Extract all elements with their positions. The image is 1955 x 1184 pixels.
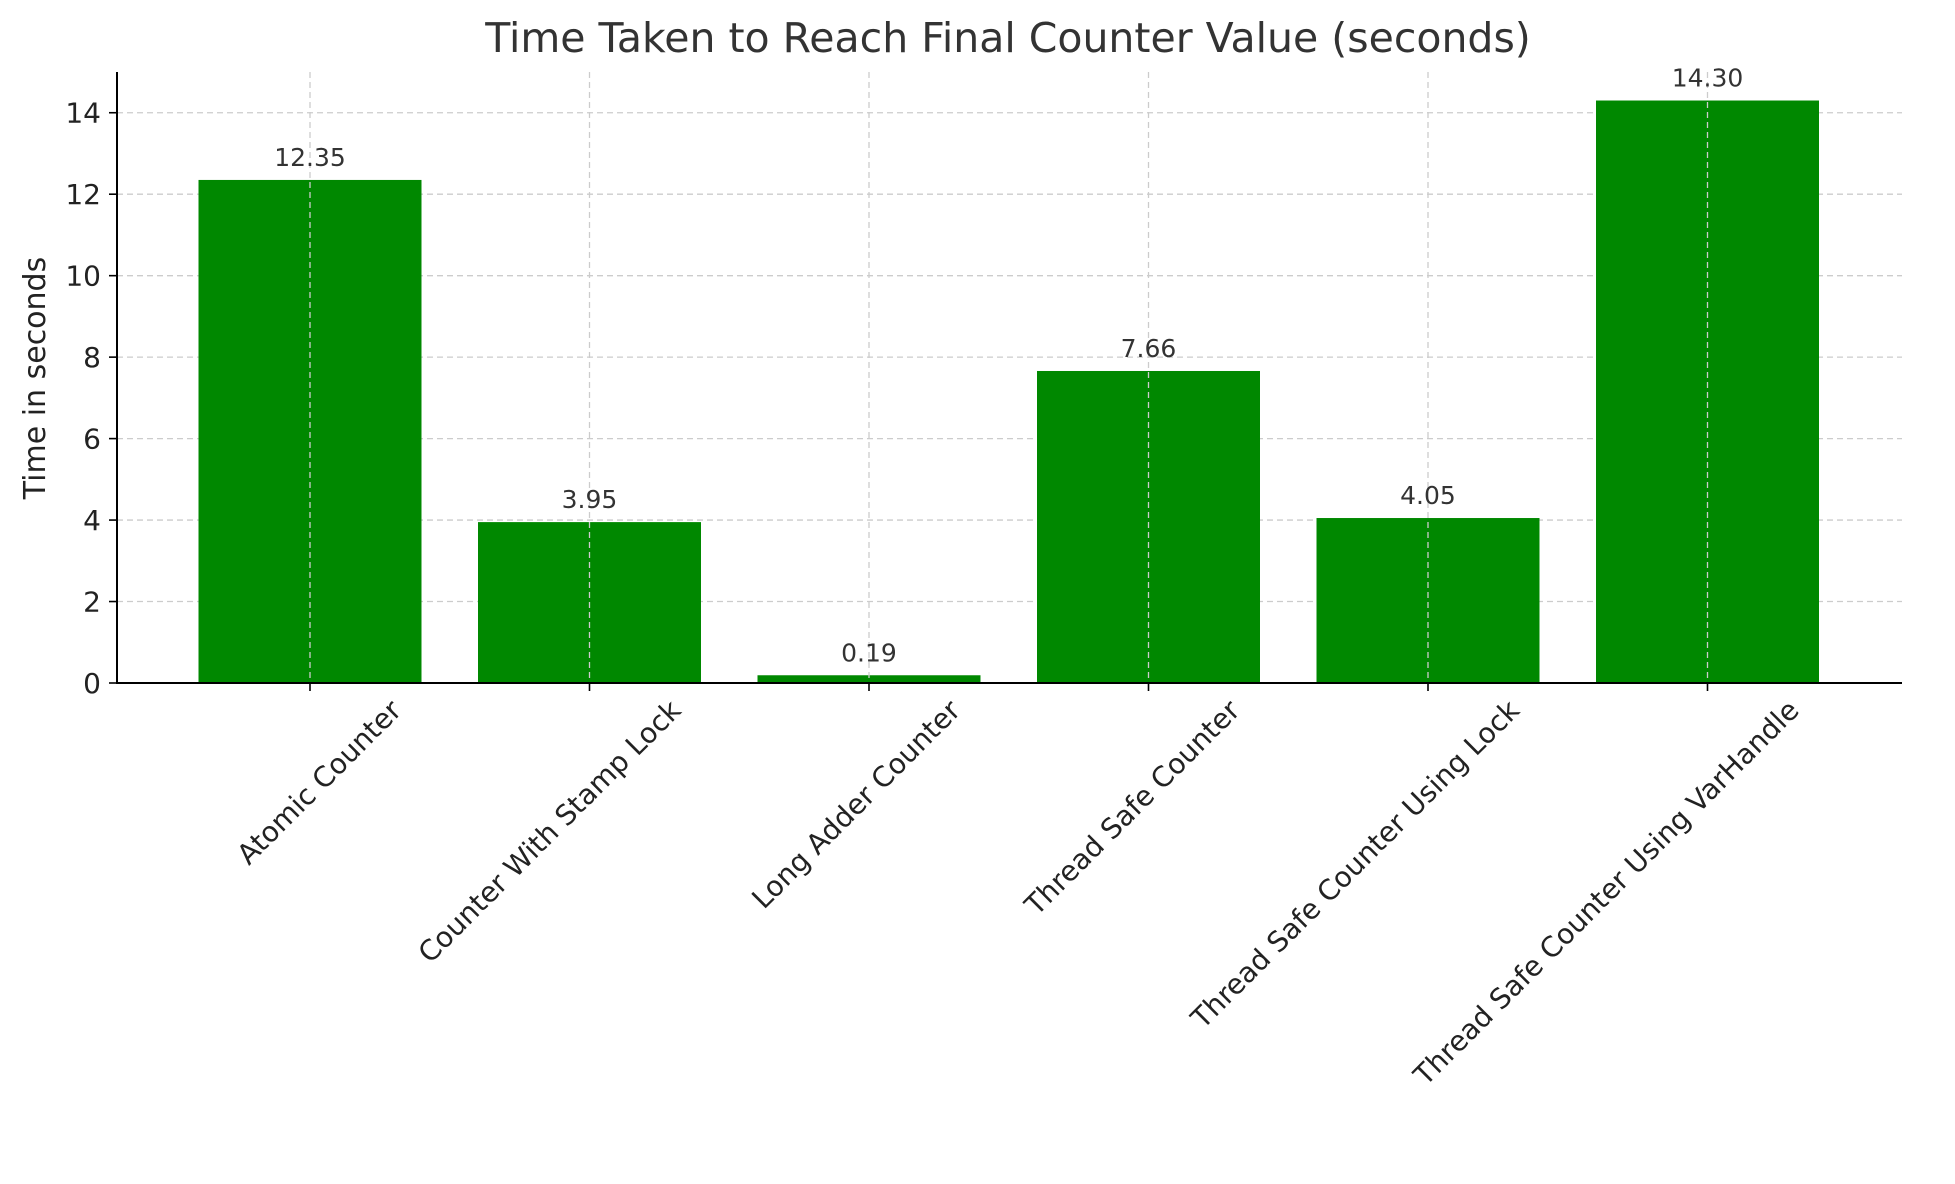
x-tick-label: Thread Safe Counter (1018, 693, 1247, 922)
x-tick-label: Long Adder Counter (745, 693, 967, 915)
chart-title: Time Taken to Reach Final Counter Value … (484, 14, 1531, 62)
bar-value-label: 0.19 (841, 638, 897, 667)
y-tick-label: 14 (65, 97, 101, 130)
bar-value-label: 14.30 (1672, 64, 1744, 93)
x-tick-label: Counter With Stamp Lock (412, 693, 688, 969)
grid-layer (117, 112, 1902, 603)
y-tick-label: 6 (83, 423, 101, 456)
ticks-layer (109, 111, 1709, 691)
y-tick-label: 0 (83, 667, 101, 700)
vertical-grid-layer (309, 72, 1709, 683)
y-tick-label: 12 (65, 178, 101, 211)
bar-value-label: 7.66 (1121, 334, 1177, 363)
y-tick-label: 4 (83, 504, 101, 537)
x-tick-label: Thread Safe Counter Using Lock (1184, 693, 1527, 1036)
x-tick-label: Atomic Counter (230, 693, 408, 871)
y-tick-label: 8 (83, 341, 101, 374)
bar-value-label: 3.95 (562, 485, 618, 514)
y-axis-title: Time in seconds (18, 257, 53, 500)
y-tick-label: 10 (65, 260, 101, 293)
bar-value-label: 12.35 (274, 143, 346, 172)
y-tick-label: 2 (83, 586, 101, 619)
bar (757, 675, 981, 683)
bar-value-label: 4.05 (1400, 481, 1456, 510)
axes-layer (116, 72, 1902, 684)
bars-layer (198, 100, 1819, 684)
